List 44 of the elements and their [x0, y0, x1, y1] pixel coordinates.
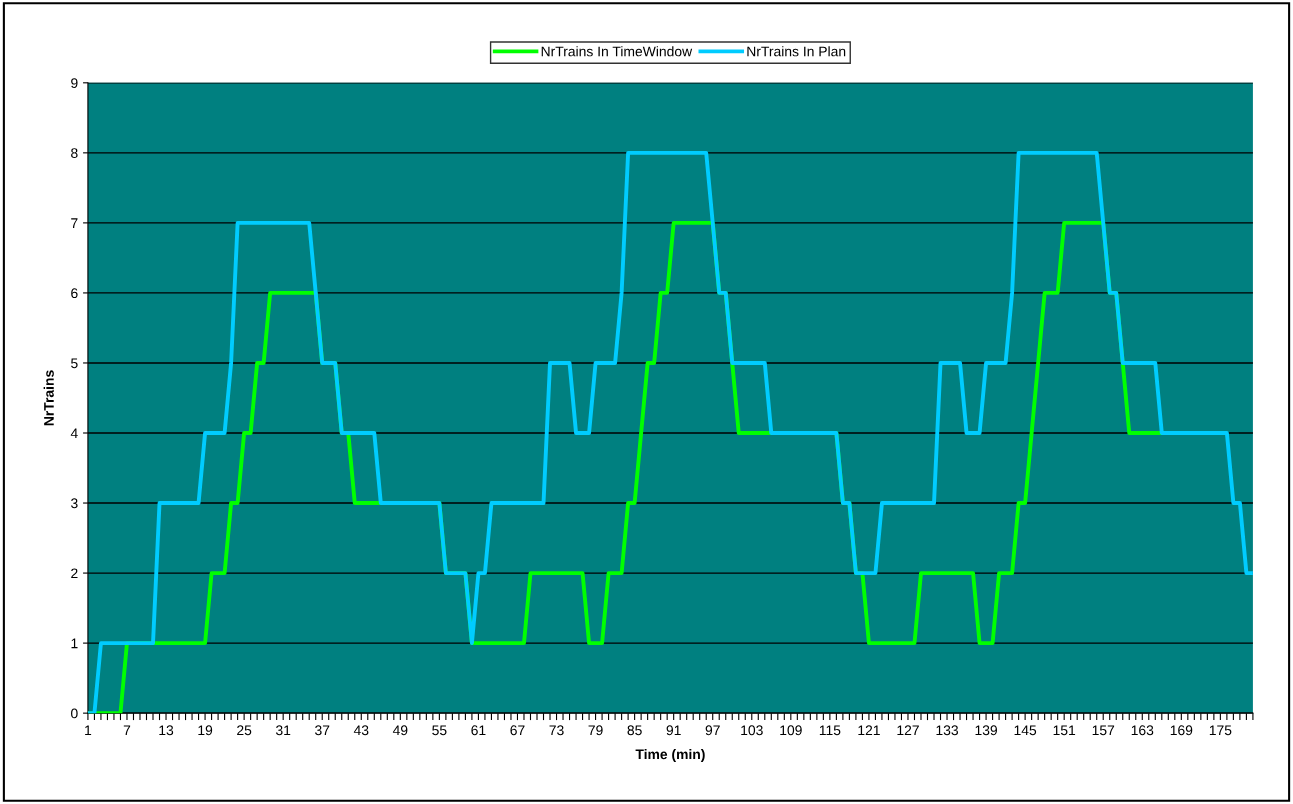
legend-label: NrTrains In Plan — [747, 46, 846, 57]
x-tick-label: 91 — [666, 725, 681, 736]
x-tick-label: 55 — [432, 725, 447, 736]
x-tick-label: 13 — [159, 725, 174, 736]
x-tick-label: 37 — [315, 725, 330, 736]
x-tick-label: 61 — [471, 725, 486, 736]
x-tick-label: 175 — [1209, 725, 1232, 736]
x-tick-label: 115 — [819, 725, 841, 736]
x-tick-label: 49 — [392, 725, 408, 736]
y-tick-label: 1 — [71, 638, 78, 649]
x-tick-label: 31 — [275, 725, 291, 736]
y-tick-label: 3 — [71, 498, 78, 509]
x-tick-label: 7 — [123, 725, 131, 736]
y-tick-label: 0 — [71, 708, 78, 719]
y-tick-label: 7 — [71, 218, 78, 228]
x-tick-label: 133 — [936, 725, 958, 736]
x-tick-label: 25 — [237, 725, 252, 736]
x-tick-label: 97 — [705, 725, 720, 736]
x-tick-label: 157 — [1092, 725, 1115, 736]
x-tick-label: 79 — [588, 725, 603, 736]
x-tick-label: 121 — [858, 725, 880, 736]
y-tick-label: 4 — [70, 428, 78, 439]
y-tick-label: 5 — [71, 358, 78, 369]
x-tick-label: 85 — [627, 725, 642, 736]
x-tick-label: 103 — [741, 725, 763, 736]
x-tick-label: 145 — [1014, 725, 1037, 736]
x-tick-label: 163 — [1131, 725, 1154, 736]
x-tick-label: 109 — [780, 725, 802, 736]
y-tick-label: 8 — [71, 148, 78, 159]
y-tick-label: 2 — [71, 568, 78, 579]
y-axis-title: NrTrains — [43, 370, 54, 426]
x-tick-label: 127 — [897, 725, 919, 736]
x-tick-label: 67 — [510, 725, 525, 736]
legend-label: NrTrains In TimeWindow — [541, 46, 693, 57]
y-tick-label: 9 — [71, 78, 78, 88]
x-tick-label: 43 — [353, 725, 369, 736]
x-tick-label: 1 — [85, 725, 92, 736]
x-axis-title: Time (min) — [635, 749, 705, 762]
x-tick-label: 169 — [1170, 725, 1193, 736]
x-tick-label: 19 — [198, 725, 213, 736]
x-tick-label: 73 — [549, 725, 564, 736]
x-tick-label: 139 — [975, 725, 997, 736]
y-tick-label: 6 — [71, 288, 78, 299]
x-tick-label: 151 — [1053, 725, 1076, 736]
